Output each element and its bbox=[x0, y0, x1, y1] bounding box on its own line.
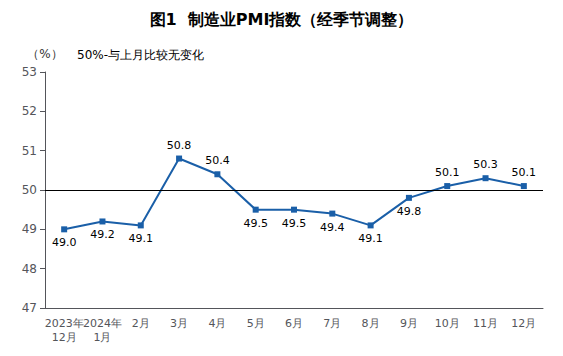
svg-text:5月: 5月 bbox=[247, 317, 265, 330]
svg-text:49.5: 49.5 bbox=[282, 217, 307, 230]
svg-text:12月: 12月 bbox=[511, 317, 536, 330]
svg-text:10月: 10月 bbox=[435, 317, 460, 330]
svg-text:49.1: 49.1 bbox=[129, 232, 154, 245]
svg-text:49.2: 49.2 bbox=[90, 228, 115, 241]
svg-text:图1 制造业PMI指数（经季节调整）: 图1 制造业PMI指数（经季节调整） bbox=[150, 10, 414, 29]
svg-text:48: 48 bbox=[22, 262, 37, 276]
svg-text:50.1: 50.1 bbox=[512, 166, 537, 179]
svg-text:49.5: 49.5 bbox=[243, 217, 268, 230]
svg-text:49: 49 bbox=[22, 222, 37, 236]
svg-text:50%-与上月比较无变化: 50%-与上月比较无变化 bbox=[77, 48, 204, 62]
svg-text:8月: 8月 bbox=[362, 317, 380, 330]
svg-text:2024年: 2024年 bbox=[83, 317, 122, 330]
svg-text:9月: 9月 bbox=[400, 317, 418, 330]
svg-text:51: 51 bbox=[22, 144, 37, 158]
svg-text:6月: 6月 bbox=[285, 317, 303, 330]
svg-text:12月: 12月 bbox=[52, 331, 77, 344]
svg-text:50.1: 50.1 bbox=[435, 166, 460, 179]
svg-text:53: 53 bbox=[22, 65, 37, 79]
svg-text:1月: 1月 bbox=[93, 331, 111, 344]
svg-text:50.8: 50.8 bbox=[167, 139, 192, 152]
svg-text:3月: 3月 bbox=[170, 317, 188, 330]
svg-text:50.4: 50.4 bbox=[205, 154, 230, 167]
svg-text:（%）: （%） bbox=[27, 47, 62, 61]
svg-text:11月: 11月 bbox=[473, 317, 498, 330]
svg-text:49.1: 49.1 bbox=[358, 232, 383, 245]
svg-text:49.0: 49.0 bbox=[52, 236, 77, 249]
svg-text:47: 47 bbox=[22, 301, 37, 315]
svg-text:49.4: 49.4 bbox=[320, 221, 345, 234]
svg-text:52: 52 bbox=[22, 104, 37, 118]
svg-text:2023年: 2023年 bbox=[45, 317, 84, 330]
svg-text:2月: 2月 bbox=[132, 317, 150, 330]
svg-text:50: 50 bbox=[22, 183, 37, 197]
svg-text:50.3: 50.3 bbox=[473, 158, 498, 171]
svg-text:49.8: 49.8 bbox=[397, 205, 422, 218]
svg-text:4月: 4月 bbox=[208, 317, 226, 330]
svg-text:7月: 7月 bbox=[323, 317, 341, 330]
